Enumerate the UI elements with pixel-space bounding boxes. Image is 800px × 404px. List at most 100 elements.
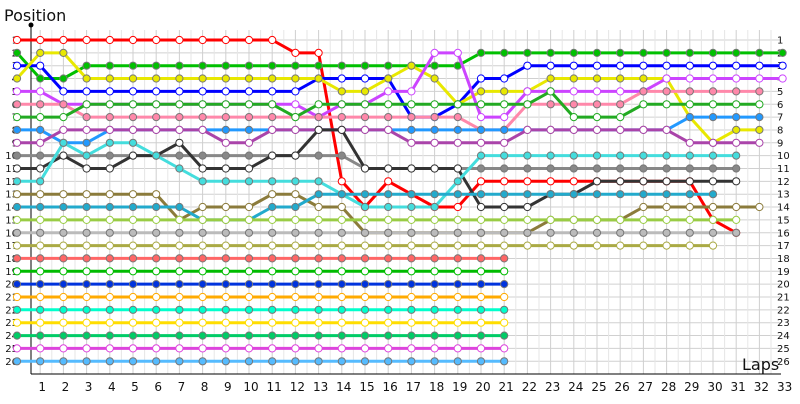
- data-point: [337, 215, 346, 224]
- data-point: [430, 305, 439, 314]
- data-point: [82, 357, 91, 366]
- data-point: [476, 48, 486, 58]
- data-point: [662, 74, 671, 83]
- data-point: [616, 228, 625, 237]
- data-point: [360, 241, 370, 250]
- data-point: [616, 164, 625, 173]
- data-point: [685, 177, 694, 186]
- series-19: [12, 267, 509, 276]
- data-point: [175, 280, 184, 289]
- data-point: [546, 190, 555, 199]
- data-point: [244, 280, 254, 289]
- data-point: [708, 190, 718, 199]
- data-point: [82, 280, 91, 289]
- data-point: [476, 74, 486, 83]
- data-point: [337, 202, 346, 212]
- data-point: [592, 164, 602, 173]
- data-point: [685, 87, 694, 96]
- y-tick-label-right: 21: [777, 293, 790, 304]
- data-point: [314, 151, 323, 160]
- y-tick-label: 19: [5, 267, 18, 278]
- data-point: [546, 228, 555, 237]
- data-point: [314, 344, 323, 353]
- data-point: [476, 331, 486, 340]
- y-axis-arrow: [28, 22, 34, 28]
- data-point: [592, 48, 602, 58]
- data-point: [453, 177, 462, 186]
- data-point: [384, 177, 393, 186]
- data-point: [407, 305, 416, 314]
- data-point: [175, 254, 184, 263]
- data-point: [453, 280, 462, 289]
- data-point: [244, 100, 254, 109]
- data-point: [128, 35, 138, 45]
- data-point: [755, 100, 764, 109]
- data-point: [453, 331, 462, 340]
- data-point: [685, 241, 694, 250]
- data-point: [59, 48, 68, 58]
- y-tick-label: 21: [5, 293, 18, 304]
- data-point: [105, 305, 114, 314]
- data-point: [128, 228, 138, 237]
- data-point: [12, 87, 22, 96]
- data-point: [221, 254, 230, 263]
- data-point: [476, 357, 486, 366]
- data-point: [12, 35, 22, 45]
- data-point: [616, 151, 625, 160]
- data-point: [128, 280, 138, 289]
- data-point: [708, 228, 718, 237]
- data-point: [12, 177, 22, 186]
- data-point: [500, 151, 509, 160]
- data-point: [36, 113, 45, 122]
- data-point: [476, 228, 486, 237]
- data-point: [128, 61, 138, 70]
- y-tick-label-right: 23: [777, 318, 790, 329]
- data-point: [685, 138, 694, 147]
- data-point: [546, 241, 555, 250]
- data-point: [384, 61, 393, 70]
- data-point: [384, 228, 393, 237]
- data-point: [59, 113, 68, 122]
- data-point: [337, 344, 346, 353]
- x-tick-label: 28: [661, 380, 676, 394]
- data-point: [12, 100, 22, 109]
- data-point: [268, 87, 277, 96]
- data-point: [708, 177, 718, 186]
- data-point: [36, 228, 45, 237]
- data-point: [12, 318, 22, 327]
- data-point: [291, 61, 300, 70]
- data-point: [569, 241, 578, 250]
- data-point: [453, 305, 462, 314]
- data-point: [12, 151, 22, 160]
- data-point: [59, 344, 68, 353]
- x-tick-label: 8: [201, 380, 209, 394]
- y-axis-title: Position: [4, 6, 66, 25]
- data-point: [152, 151, 161, 160]
- x-tick-label: 15: [359, 380, 374, 394]
- data-point: [152, 228, 161, 237]
- data-point: [244, 113, 254, 122]
- data-point: [291, 344, 300, 353]
- data-point: [59, 267, 68, 276]
- data-point: [360, 318, 370, 327]
- data-point: [221, 61, 230, 70]
- data-point: [244, 177, 254, 186]
- data-point: [360, 344, 370, 353]
- data-point: [198, 177, 207, 186]
- data-point: [453, 292, 462, 302]
- y-tick-label-right: 13: [777, 190, 790, 201]
- data-point: [384, 292, 393, 302]
- y-tick-label: 16: [5, 228, 18, 239]
- data-point: [755, 113, 764, 122]
- data-point: [662, 151, 671, 160]
- data-point: [732, 177, 741, 186]
- data-point: [198, 87, 207, 96]
- data-point: [453, 164, 462, 173]
- data-point: [221, 331, 230, 340]
- data-point: [569, 100, 578, 109]
- data-point: [476, 177, 486, 186]
- data-point: [244, 305, 254, 314]
- x-tick-label: 5: [131, 380, 139, 394]
- data-point: [732, 61, 741, 70]
